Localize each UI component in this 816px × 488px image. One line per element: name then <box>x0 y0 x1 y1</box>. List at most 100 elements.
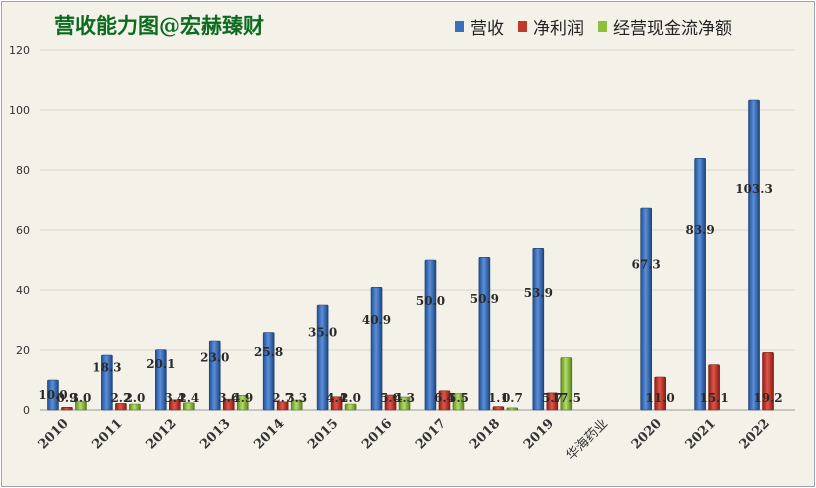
data-label-revenue: 50.9 <box>470 292 499 306</box>
data-label-revenue: 103.3 <box>735 182 773 196</box>
bar-net-profit <box>169 399 181 411</box>
bar-cash-flow <box>290 399 303 411</box>
bar-revenue <box>640 207 652 411</box>
legend-label-cash-flow: 经营现金流净额 <box>613 19 732 39</box>
data-label-cash-flow: 3.3 <box>286 391 307 405</box>
bar-net-profit <box>546 392 559 411</box>
x-tick-label: 2014 <box>251 416 287 452</box>
bar-net-profit <box>438 390 451 411</box>
bar-revenue <box>532 248 545 411</box>
y-tick-label: 80 <box>16 164 30 177</box>
bar-revenue <box>316 304 329 411</box>
data-label-revenue: 67.3 <box>632 258 661 272</box>
data-label-cash-flow: 2.0 <box>124 391 145 405</box>
y-tick-label: 100 <box>9 104 30 117</box>
x-tick-label: 2019 <box>521 416 557 452</box>
data-label-revenue: 53.9 <box>524 286 553 300</box>
bar-cash-flow <box>398 396 411 411</box>
data-label-net-profit: 1.1 <box>488 391 509 405</box>
data-label-net-profit: 11.0 <box>646 391 675 405</box>
legend-item-net-profit: 净利润 <box>518 14 584 39</box>
bar-net-profit <box>762 352 774 411</box>
data-label-cash-flow: 3.0 <box>71 391 92 405</box>
bar-revenue <box>262 332 275 411</box>
x-tick-label: 2017 <box>413 416 449 452</box>
data-label-cash-flow: 17.5 <box>552 391 581 405</box>
bar-cash-flow <box>236 394 249 411</box>
data-label-cash-flow: 2.4 <box>178 391 199 405</box>
x-tick-label: 2015 <box>305 416 341 452</box>
bar-net-profit <box>61 406 73 411</box>
y-tick-label: 120 <box>9 44 30 57</box>
data-label-net-profit: 2.7 <box>272 391 293 405</box>
legend-swatch-net-profit <box>518 21 527 32</box>
data-label-revenue: 25.8 <box>254 345 283 359</box>
data-label-net-profit: 0.9 <box>57 391 78 405</box>
x-tick-label: 2012 <box>143 416 179 452</box>
bar-revenue <box>748 99 760 411</box>
y-tick-label: 20 <box>16 344 30 357</box>
bar-net-profit <box>222 398 235 411</box>
bar-cash-flow <box>75 400 87 411</box>
legend-label-revenue: 营收 <box>470 19 504 39</box>
data-label-cash-flow: 5.5 <box>448 391 469 405</box>
legend-label-net-profit: 净利润 <box>533 19 584 39</box>
data-label-revenue: 20.1 <box>146 357 175 371</box>
data-label-net-profit: 15.1 <box>699 391 728 405</box>
data-label-net-profit: 5.0 <box>380 391 401 405</box>
data-label-net-profit: 3.4 <box>164 391 185 405</box>
bar-cash-flow <box>452 393 465 411</box>
bar-cash-flow <box>183 402 195 411</box>
data-label-net-profit: 3.6 <box>218 391 239 405</box>
data-label-revenue: 23.0 <box>200 351 229 365</box>
x-tick-label: 2013 <box>197 416 233 452</box>
data-label-net-profit: 6.4 <box>434 391 455 405</box>
data-label-revenue: 83.9 <box>685 223 714 237</box>
data-label-cash-flow: 2.0 <box>340 391 361 405</box>
y-tick-label: 60 <box>16 224 30 237</box>
data-label-revenue: 18.3 <box>92 361 121 375</box>
data-label-revenue: 40.9 <box>362 313 391 327</box>
x-tick-label: 2016 <box>359 416 395 452</box>
data-label-net-profit: 19.2 <box>753 391 782 405</box>
bar-revenue <box>208 340 221 411</box>
data-label-net-profit: 4.4 <box>326 391 347 405</box>
data-label-cash-flow: 0.7 <box>502 391 523 405</box>
data-label-net-profit: 2.2 <box>110 391 131 405</box>
bar-cash-flow <box>344 403 357 411</box>
bar-revenue <box>101 354 113 411</box>
bar-revenue <box>370 286 383 411</box>
legend-swatch-revenue <box>455 21 464 32</box>
bar-net-profit <box>330 396 343 411</box>
bar-revenue <box>155 349 167 411</box>
y-tick-label: 0 <box>23 404 30 417</box>
x-tick-label: 2022 <box>737 416 773 452</box>
legend-swatch-cash-flow <box>598 21 607 32</box>
data-label-cash-flow: 4.9 <box>232 391 253 405</box>
legend: 营收 净利润 经营现金流净额 <box>455 14 732 39</box>
data-label-cash-flow: 4.3 <box>394 391 415 405</box>
bar-revenue <box>478 256 491 411</box>
data-label-revenue: 50.0 <box>416 294 445 308</box>
bar-cash-flow <box>129 403 141 411</box>
x-note-label: 华海药业 <box>564 416 611 463</box>
x-tick-label: 2018 <box>467 416 503 452</box>
data-label-revenue: 10.0 <box>38 388 67 402</box>
bar-net-profit <box>115 403 127 411</box>
bar-revenue <box>694 158 706 411</box>
bar-revenue <box>424 259 437 411</box>
bar-net-profit <box>654 376 666 411</box>
bar-net-profit <box>708 364 720 411</box>
x-tick-label: 2020 <box>629 416 665 452</box>
bar-revenue <box>47 379 59 411</box>
legend-item-cash-flow: 经营现金流净额 <box>598 14 732 39</box>
y-tick-label: 40 <box>16 284 30 297</box>
legend-item-revenue: 营收 <box>455 14 504 39</box>
bar-cash-flow <box>560 357 573 411</box>
chart-title: 营收能力图@宏赫臻财 <box>54 13 264 38</box>
x-tick-label: 2010 <box>36 416 72 452</box>
bar-net-profit <box>384 394 397 411</box>
bar-net-profit <box>276 401 289 411</box>
bar-net-profit <box>492 406 505 411</box>
